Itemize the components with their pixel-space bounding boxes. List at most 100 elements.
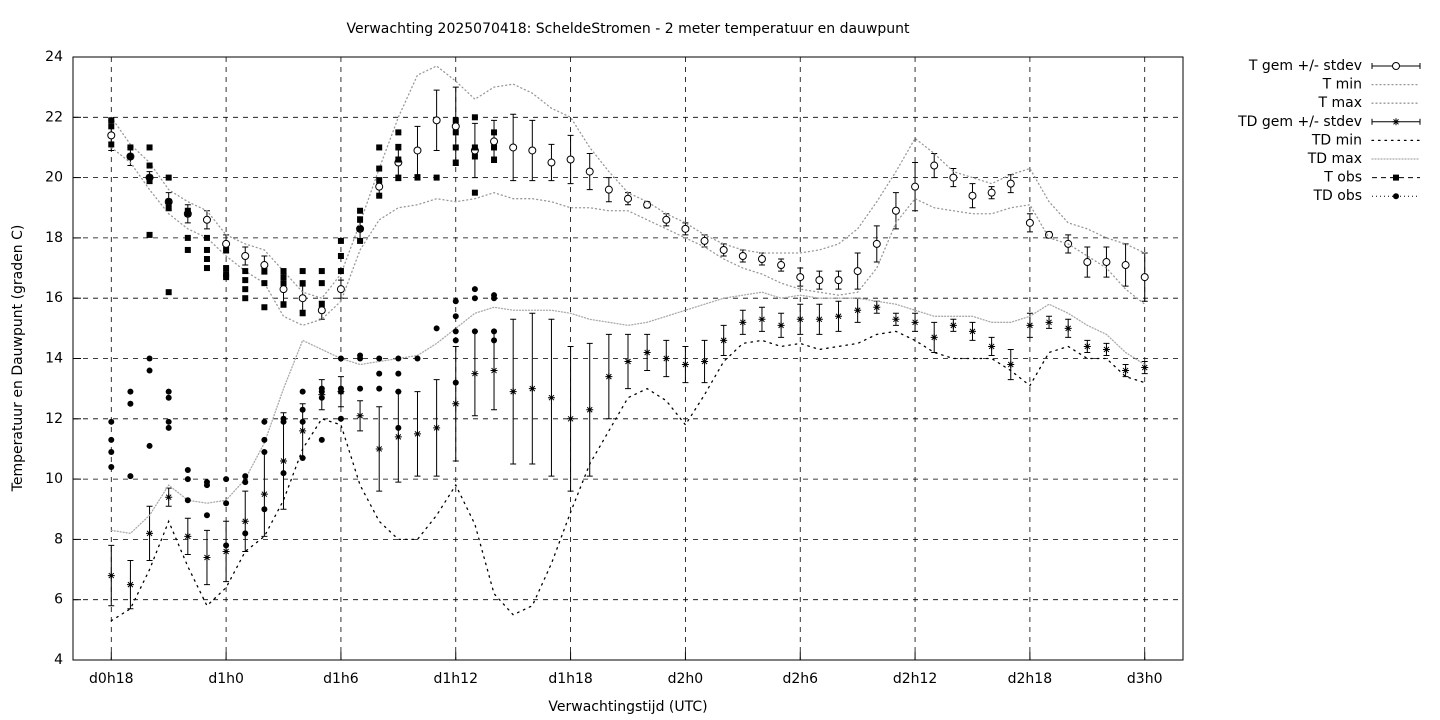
marker: [414, 355, 421, 362]
marker: [165, 198, 172, 205]
marker: [452, 400, 460, 408]
x-tick-label: d2h12: [893, 671, 937, 687]
marker: [318, 268, 325, 275]
y-tick-label: 18: [45, 230, 63, 246]
marker: [203, 246, 210, 253]
marker: [452, 337, 459, 344]
x-tick-label: d0h18: [89, 671, 133, 687]
x-tick-label: d2h0: [668, 671, 704, 687]
y-tick-label: 10: [45, 471, 63, 487]
marker: [242, 286, 249, 293]
marker: [317, 306, 326, 315]
marker: [223, 246, 230, 253]
marker: [184, 532, 192, 540]
marker: [471, 370, 479, 378]
x-tick-label: d3h0: [1127, 671, 1163, 687]
marker: [911, 318, 919, 326]
marker: [107, 572, 115, 580]
marker: [356, 412, 364, 420]
x-tick-label: d2h18: [1008, 671, 1052, 687]
marker: [395, 424, 402, 431]
marker: [585, 167, 594, 176]
marker: [796, 315, 804, 323]
marker: [242, 277, 249, 284]
legend-marker: [1393, 193, 1399, 200]
marker: [165, 289, 172, 296]
marker: [299, 454, 306, 461]
marker: [433, 424, 441, 432]
marker: [988, 342, 996, 350]
marker: [1064, 324, 1072, 332]
plot-frame: [72, 56, 1184, 661]
marker: [681, 224, 690, 233]
marker: [720, 336, 728, 344]
marker: [701, 358, 709, 366]
marker: [261, 448, 268, 455]
marker: [1026, 321, 1034, 329]
marker: [815, 315, 823, 323]
marker: [604, 185, 613, 194]
x-tick-label: d2h6: [782, 671, 818, 687]
marker: [566, 155, 575, 164]
marker: [318, 301, 325, 308]
marker: [357, 237, 364, 244]
marker: [261, 268, 268, 275]
marker: [1141, 364, 1149, 372]
marker: [394, 433, 402, 441]
marker: [413, 146, 422, 155]
marker: [280, 274, 287, 281]
marker: [624, 358, 632, 366]
marker: [1006, 179, 1015, 188]
marker: [395, 388, 402, 395]
marker: [528, 146, 537, 155]
marker: [968, 327, 976, 335]
marker: [146, 174, 153, 181]
marker: [815, 276, 824, 285]
marker: [853, 267, 862, 276]
y-axis-label: Temperatuur en Dauwpunt (graden C): [10, 225, 26, 493]
marker: [452, 159, 459, 166]
y-tick-label: 14: [45, 351, 63, 367]
marker: [242, 530, 249, 537]
marker: [1102, 258, 1111, 267]
marker: [318, 388, 325, 395]
legend-label: T max: [1317, 95, 1362, 111]
marker: [624, 194, 632, 203]
marker: [433, 325, 440, 332]
marker: [203, 512, 210, 519]
marker: [203, 553, 211, 561]
marker: [127, 153, 134, 160]
marker: [357, 385, 364, 392]
marker: [279, 285, 288, 294]
marker: [662, 355, 670, 362]
marker: [203, 265, 210, 272]
marker: [491, 129, 498, 136]
marker: [242, 295, 249, 302]
marker: [336, 285, 345, 294]
marker: [930, 333, 938, 341]
marker: [126, 581, 134, 589]
marker: [1122, 367, 1130, 375]
marker: [108, 464, 115, 471]
marker: [146, 367, 153, 374]
marker: [376, 144, 383, 151]
marker: [146, 529, 154, 537]
marker: [891, 206, 900, 215]
marker: [567, 415, 575, 423]
marker: [471, 144, 478, 151]
marker: [203, 256, 210, 263]
marker: [376, 165, 383, 172]
x-tick-label: d1h12: [434, 671, 478, 687]
marker: [261, 304, 268, 311]
marker: [127, 144, 134, 151]
marker: [452, 298, 459, 305]
marker: [280, 301, 287, 308]
marker: [873, 303, 881, 311]
y-tick-label: 6: [54, 592, 63, 608]
marker: [1140, 273, 1149, 282]
y-tick-label: 4: [54, 652, 63, 668]
marker: [968, 191, 977, 200]
marker: [127, 400, 134, 407]
marker: [491, 328, 498, 335]
